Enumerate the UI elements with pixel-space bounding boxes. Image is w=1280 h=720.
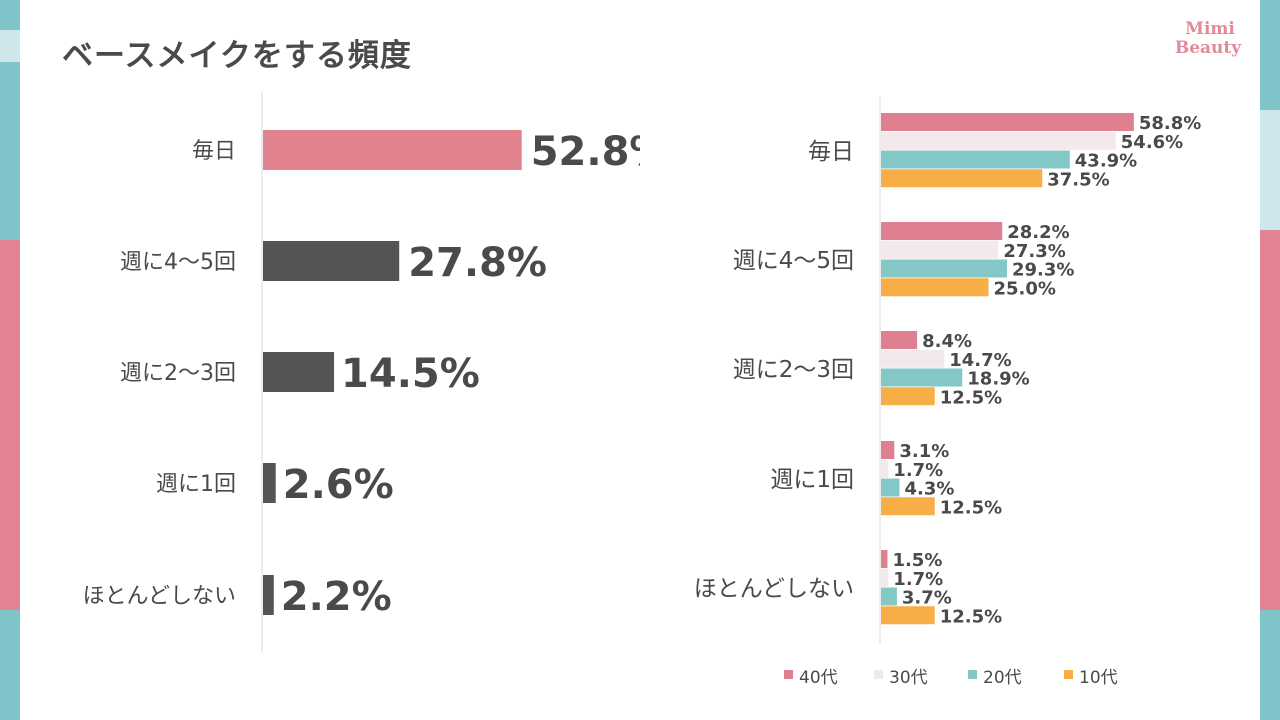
age-value-label: 3.7%	[902, 588, 952, 609]
overall-value-label: 52.8%	[531, 129, 640, 175]
overall-category-label: 週に2〜3回	[120, 361, 236, 386]
legend-label: 30代	[889, 668, 928, 688]
age-value-label: 54.6%	[1121, 132, 1183, 153]
age-value-label: 1.5%	[892, 550, 942, 571]
legend-swatch	[874, 670, 883, 679]
age-value-label: 12.5%	[940, 497, 1002, 518]
overall-bar	[263, 241, 400, 281]
age-value-label: 14.7%	[949, 350, 1011, 371]
age-bar	[881, 387, 935, 406]
right-decor-stripe	[1260, 0, 1280, 720]
age-value-label: 25.0%	[994, 278, 1056, 299]
age-value-label: 18.9%	[967, 369, 1029, 390]
age-value-label: 4.3%	[904, 479, 954, 500]
legend-swatch	[1064, 670, 1073, 679]
age-value-label: 58.8%	[1139, 113, 1201, 134]
age-bar	[881, 568, 889, 587]
age-group-bar-chart: 毎日 58.8%54.6%43.9%37.5% 週に4〜5回 28.2%27.3%29…	[694, 96, 1201, 688]
overall-category-label: 週に4〜5回	[120, 250, 236, 275]
overall-category-label: 週に1回	[156, 472, 236, 497]
age-value-label: 12.5%	[940, 387, 1002, 408]
age-bar	[881, 368, 963, 387]
legend-label: 20代	[983, 668, 1022, 688]
legend-label: 40代	[799, 668, 838, 688]
age-value-label: 28.2%	[1007, 222, 1069, 243]
age-bar	[881, 169, 1043, 188]
page-title: ベースメイクをする頻度	[62, 38, 412, 74]
age-value-label: 29.3%	[1012, 260, 1074, 281]
age-value-label: 27.3%	[1003, 241, 1065, 262]
overall-category-label: ほとんどしない	[83, 584, 236, 609]
age-category-label: ほとんどしない	[694, 576, 854, 602]
age-bar	[881, 349, 945, 368]
age-bar	[881, 331, 918, 349]
overall-bar-chart: 毎日 52.8% 週に4〜5回 27.8% 週に2〜3回 14.5% 週に1回 2.6% ほとん…	[83, 92, 640, 652]
age-bar	[881, 606, 935, 625]
age-value-label: 43.9%	[1075, 151, 1137, 172]
logo-line-1: Mimi	[1185, 19, 1235, 39]
age-category-label: 週に1回	[770, 467, 854, 493]
age-value-label: 12.5%	[940, 606, 1002, 627]
age-bar	[881, 478, 900, 497]
age-bar	[881, 222, 1003, 240]
age-value-label: 3.1%	[899, 441, 949, 462]
legend-label: 10代	[1079, 668, 1118, 688]
age-bar	[881, 150, 1070, 169]
overall-value-label: 2.2%	[281, 574, 392, 620]
age-bar	[881, 587, 897, 606]
overall-bar	[263, 352, 335, 392]
overall-bar	[263, 575, 274, 615]
age-bar	[881, 259, 1007, 278]
overall-value-label: 14.5%	[341, 351, 480, 397]
age-bar	[881, 131, 1116, 150]
age-bar	[881, 278, 989, 297]
overall-bar	[263, 463, 276, 503]
age-category-label: 週に4〜5回	[733, 248, 854, 274]
age-bar	[881, 240, 999, 259]
age-bar	[881, 113, 1134, 131]
age-value-label: 37.5%	[1047, 169, 1109, 190]
age-bar	[881, 550, 888, 568]
age-category-label: 毎日	[808, 139, 854, 165]
overall-value-label: 27.8%	[408, 240, 547, 286]
age-bar	[881, 497, 935, 516]
brand-logo: Mimi Beauty	[1172, 20, 1248, 58]
legend-swatch	[968, 670, 977, 679]
logo-line-2: Beauty	[1174, 38, 1242, 58]
overall-value-label: 2.6%	[283, 462, 394, 508]
left-decor-stripe	[0, 0, 20, 720]
legend-swatch	[784, 670, 793, 679]
age-value-label: 8.4%	[922, 331, 972, 352]
overall-bar	[263, 130, 522, 170]
age-value-label: 1.7%	[893, 569, 943, 590]
age-category-label: 週に2〜3回	[733, 357, 854, 383]
age-value-label: 1.7%	[893, 460, 943, 481]
age-bar	[881, 459, 889, 478]
age-bar	[881, 441, 895, 459]
overall-category-label: 毎日	[192, 139, 236, 164]
